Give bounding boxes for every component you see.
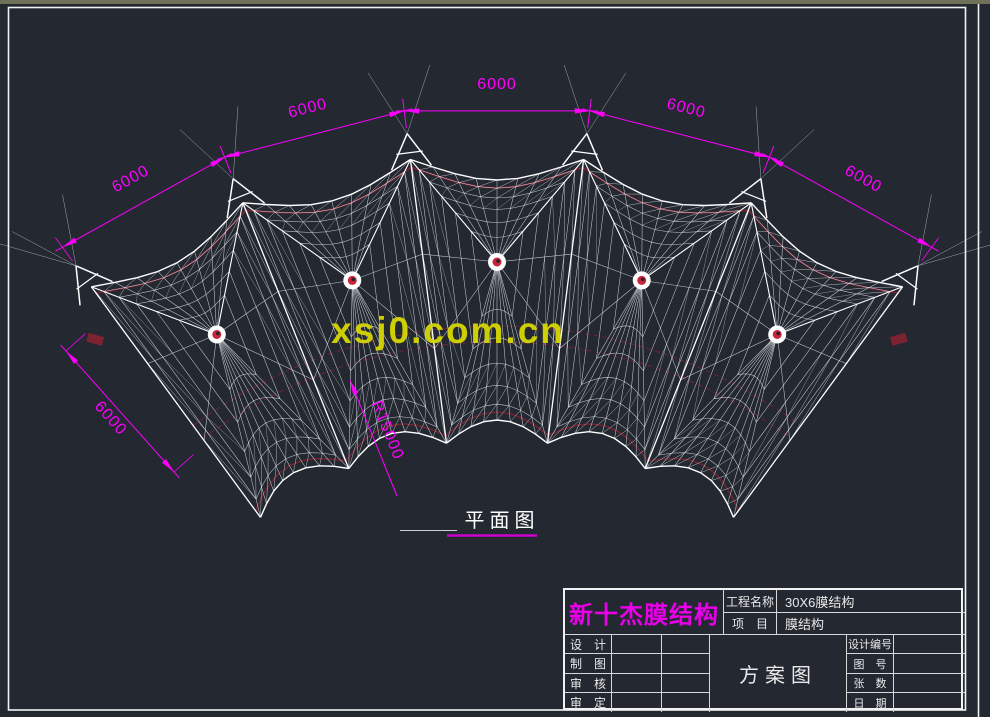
- titleblock-right-label: 设计编号: [847, 635, 894, 654]
- titleblock-item-label: 项 目: [724, 613, 777, 635]
- dimension-label: 6000: [91, 398, 130, 439]
- titleblock-empty-cell: [662, 654, 710, 674]
- titleblock-scheme-title: 方案图: [710, 635, 847, 712]
- dimension-label: 6000: [287, 95, 330, 121]
- titleblock-empty-cell: [612, 674, 662, 693]
- titleblock-company: 新十杰膜结构: [565, 590, 724, 635]
- sheet-frame: [7, 4, 980, 717]
- mast: [728, 106, 815, 219]
- mast: [0, 194, 113, 346]
- titleblock-project-label: 工程名称: [724, 590, 777, 613]
- titleblock-empty-cell: [662, 674, 710, 693]
- titleblock-empty-cell: [894, 635, 965, 654]
- titleblock-empty-cell: [662, 635, 710, 654]
- titleblock-sign-label: 设 计: [565, 635, 612, 654]
- titleblock-empty-cell: [894, 674, 965, 693]
- dimension-label: 6000: [665, 95, 708, 121]
- mast: [179, 106, 266, 219]
- dimensions-layer: 6000 6000 6000 6000 6000 6000 R15000: [54, 76, 940, 497]
- masts-and-seams: [0, 64, 990, 518]
- titleblock-empty-cell: [612, 635, 662, 654]
- titleblock-empty-cell: [894, 693, 965, 712]
- titleblock-right-label: 日 期: [847, 693, 894, 712]
- plan-caption: 平面图: [400, 510, 540, 537]
- dimension-label: 6000: [109, 162, 152, 196]
- titleblock-project-value: 30X6膜结构: [777, 590, 965, 613]
- watermark-text: xsj0.com.cn: [331, 310, 565, 351]
- titleblock-empty-cell: [612, 654, 662, 674]
- dimension-label: 6000: [842, 162, 885, 196]
- titleblock-right-label: 张 数: [847, 674, 894, 693]
- titleblock-item-value: 膜结构: [777, 613, 965, 635]
- window-edge-strip: [0, 0, 990, 4]
- title-block: 新十杰膜结构 工程名称 30X6膜结构 项 目 膜结构 设 计 制 图 审 核 …: [563, 588, 965, 712]
- titleblock-sign-label: 审 核: [565, 674, 612, 693]
- dimension-label: R15000: [368, 398, 407, 462]
- dimension-label: 6000: [477, 76, 517, 93]
- plan-caption-text: 平面图: [465, 510, 540, 532]
- titleblock-empty-cell: [894, 654, 965, 674]
- titleblock-empty-cell: [662, 693, 710, 712]
- mast: [367, 64, 433, 171]
- mast: [561, 64, 627, 171]
- mast: [881, 194, 990, 346]
- titleblock-empty-cell: [612, 693, 662, 712]
- titleblock-sign-label: 制 图: [565, 654, 612, 674]
- titleblock-sign-label: 审 定: [565, 693, 612, 712]
- titleblock-right-label: 图 号: [847, 654, 894, 674]
